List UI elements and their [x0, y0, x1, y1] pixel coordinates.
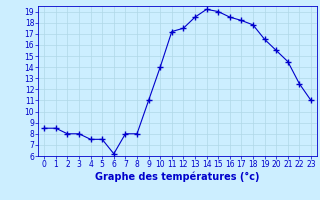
X-axis label: Graphe des températures (°c): Graphe des températures (°c)	[95, 172, 260, 182]
